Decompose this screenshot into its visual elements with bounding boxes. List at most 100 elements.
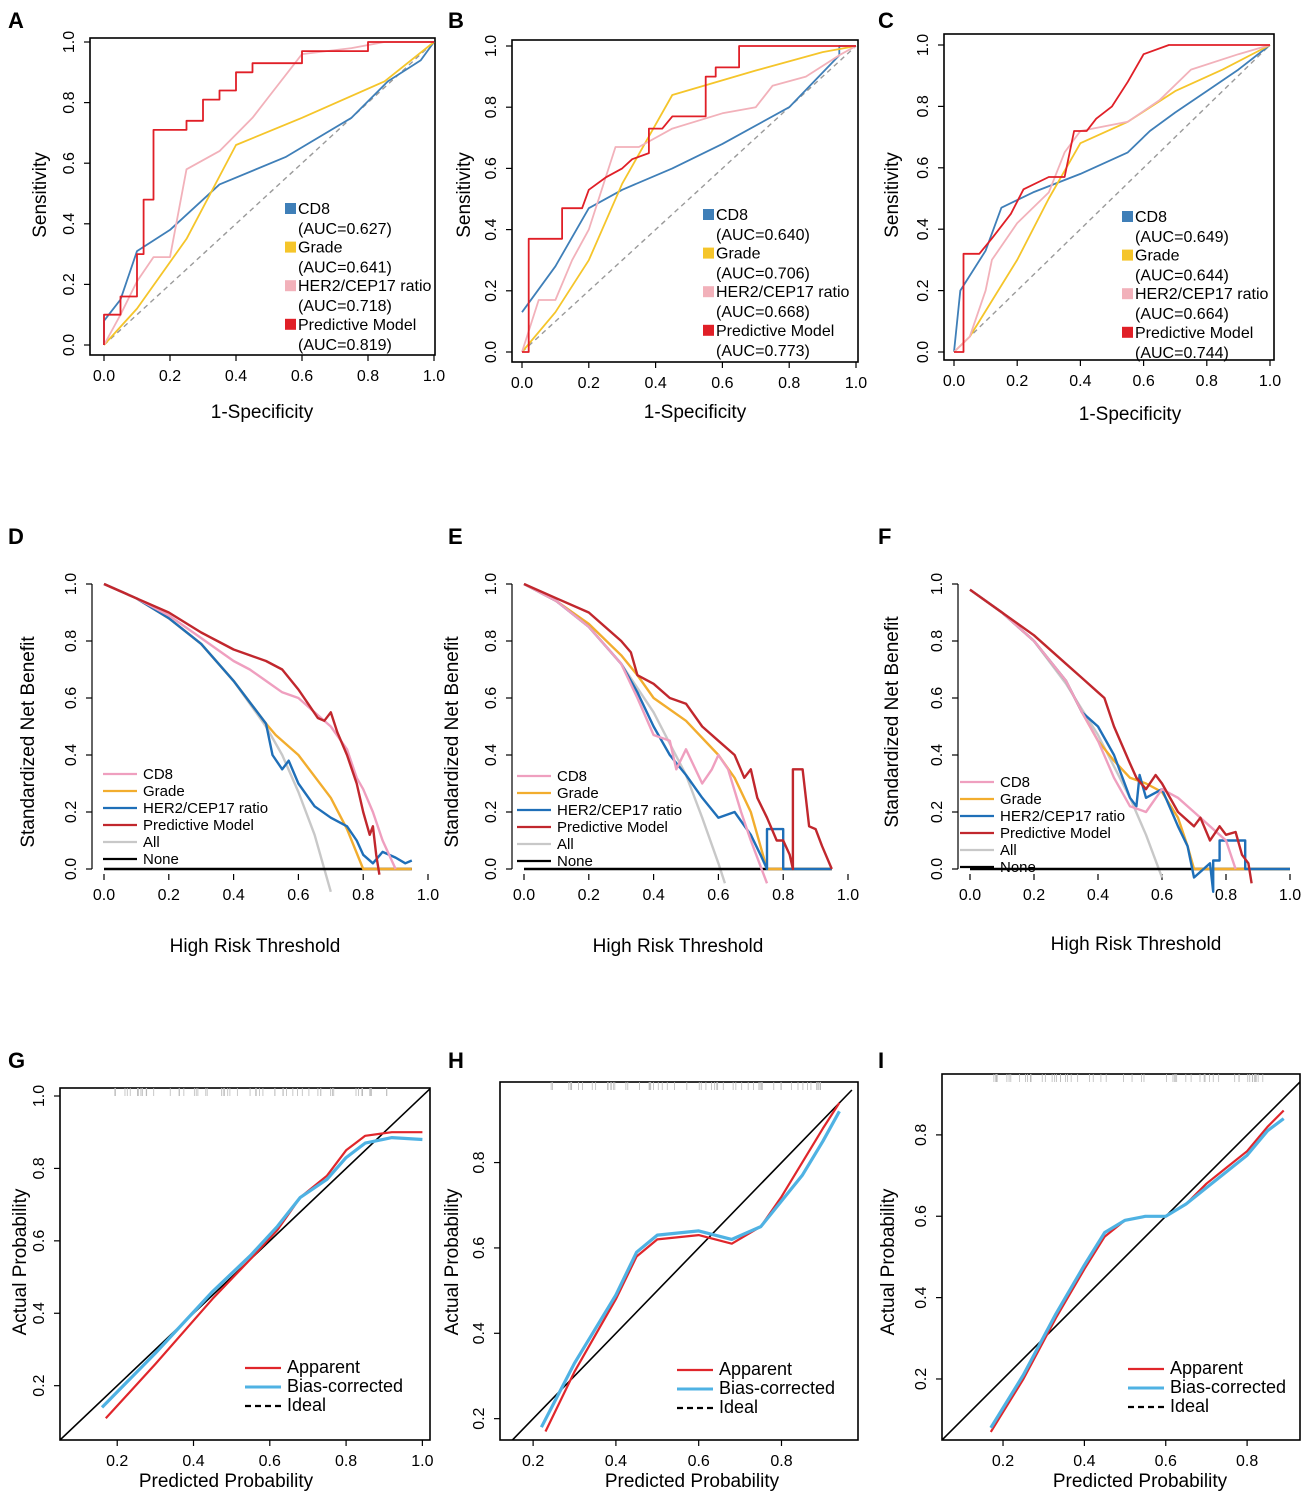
x-tick-label: 1.0: [411, 1453, 433, 1470]
plot-frame: [941, 1073, 1301, 1441]
legend-auc: (AUC=0.644): [1135, 268, 1229, 285]
legend-label: HER2/CEP17 ratio: [143, 800, 268, 817]
y-tick-label: 0.0: [483, 341, 500, 363]
x-tick-label: 0.0: [511, 375, 533, 392]
plot-frame: [89, 37, 436, 356]
legend-label: HER2/CEP17 ratio: [1000, 808, 1125, 825]
series-line-grade: [521, 45, 857, 353]
plot-frame: [511, 39, 859, 363]
series-layer: [511, 1089, 853, 1440]
x-tick-label: 0.6: [711, 375, 733, 392]
x-tick-label: 0.8: [357, 368, 379, 385]
panel-label-H: H: [448, 1048, 464, 1073]
legend-swatch-predictive-model: [285, 318, 296, 330]
series-line-all: [103, 582, 332, 893]
x-tick-label: 0.4: [222, 887, 244, 904]
x-tick-label: 0.4: [644, 375, 666, 392]
y-tick-label: 0.6: [31, 1230, 48, 1252]
legend-label: Grade: [143, 783, 185, 800]
legend-auc: (AUC=0.773): [716, 343, 810, 360]
x-tick-label: 0.2: [522, 1453, 544, 1470]
series-line-predictive-model: [522, 45, 856, 353]
x-axis-title: 1-Specificity: [1079, 404, 1182, 425]
panel-D: D High Risk Threshold Standardized Net Ben…: [8, 524, 439, 957]
legend-swatch-grade: [285, 241, 296, 253]
legend-auc: (AUC=0.641): [298, 260, 392, 277]
x-tick-label: 0.6: [259, 1453, 281, 1470]
legend-label: Ideal: [1170, 1396, 1209, 1416]
y-tick-label: 0.8: [913, 1124, 930, 1146]
y-axis-title: Standardized Net Benefit: [882, 616, 903, 828]
y-tick-label: 0.8: [471, 1151, 488, 1173]
legend-label: Predictive Model: [1135, 325, 1253, 342]
x-tick-label: 0.4: [225, 368, 247, 385]
y-tick-label: 0.0: [483, 858, 500, 880]
x-axis-title: Predicted Probability: [605, 1471, 780, 1492]
y-tick-label: 0.4: [63, 744, 80, 766]
panel-G: G Predicted Probability Actual Probability…: [8, 1048, 434, 1492]
legend-label: All: [557, 836, 574, 853]
y-tick-label: 0.8: [915, 95, 932, 117]
legend-label: Apparent: [287, 1357, 360, 1377]
x-tick-label: 0.4: [182, 1453, 204, 1470]
series-line-predictive-model: [954, 44, 1270, 353]
x-tick-label: 0.2: [1006, 373, 1028, 390]
x-tick-label: 0.2: [159, 368, 181, 385]
legend-label: HER2/CEP17 ratio: [716, 284, 849, 301]
legend-label: CD8: [716, 207, 748, 224]
x-axis-title: 1-Specificity: [211, 402, 314, 423]
legend-label: None: [557, 853, 593, 870]
x-tick-label: 0.8: [772, 887, 794, 904]
x-tick-label: 1.0: [845, 375, 867, 392]
legend-label: Predictive Model: [716, 323, 834, 340]
panel-label-E: E: [448, 524, 463, 549]
panel-label-G: G: [8, 1048, 25, 1073]
y-tick-label: 1.0: [929, 573, 946, 595]
x-tick-label: 0.6: [707, 887, 729, 904]
legend-label: Bias-corrected: [287, 1376, 403, 1396]
legend-label: HER2/CEP17 ratio: [557, 802, 682, 819]
y-tick-label: 0.0: [915, 341, 932, 363]
reference-diagonal: [521, 45, 857, 353]
series-line-grade: [103, 41, 435, 346]
y-tick-label: 0.0: [61, 334, 78, 356]
y-tick-label: 0.6: [915, 157, 932, 179]
legend: CD8 (AUC=0.627) Grade (AUC=0.641)HER2/CEP17…: [285, 201, 431, 354]
y-tick-label: 0.2: [31, 1374, 48, 1396]
legend-label: All: [143, 834, 160, 851]
y-tick-label: 0.0: [929, 858, 946, 880]
series-line-bias-corrected: [989, 1117, 1285, 1429]
legend-swatch-cd8: [285, 203, 296, 214]
legend-swatch-cd8: [703, 209, 714, 220]
y-tick-label: 0.2: [483, 801, 500, 823]
series-line-her2-cep17-ratio: [953, 44, 1271, 353]
series-line-predictive-model: [103, 41, 434, 345]
series-layer: [521, 45, 857, 353]
legend-label: Bias-corrected: [719, 1378, 835, 1398]
x-tick-label: 0.6: [688, 1453, 710, 1470]
series-layer: [60, 1088, 430, 1440]
legend-label: Apparent: [719, 1359, 792, 1379]
legend-auc: (AUC=0.706): [716, 266, 810, 283]
x-tick-label: 0.2: [992, 1453, 1014, 1470]
series-line-predictive-model: [103, 582, 381, 875]
legend-label: Apparent: [1170, 1358, 1243, 1378]
legend-label: All: [1000, 842, 1017, 859]
legend-label: None: [143, 851, 179, 868]
x-tick-label: 0.6: [1151, 887, 1173, 904]
y-tick-label: 0.2: [471, 1407, 488, 1429]
y-tick-label: 0.2: [929, 801, 946, 823]
legend-auc: (AUC=0.744): [1135, 345, 1229, 362]
y-tick-label: 0.4: [31, 1302, 48, 1324]
legend-swatch-cd8: [1122, 211, 1133, 222]
x-tick-label: 0.6: [1155, 1453, 1177, 1470]
legend-label: CD8: [557, 768, 587, 785]
plot-frame: [499, 1081, 859, 1441]
legend-label: Grade: [1000, 791, 1042, 808]
series-layer: [523, 582, 833, 884]
plot-frame: [59, 1087, 431, 1441]
x-tick-label: 0.8: [1215, 887, 1237, 904]
panel-H: H Predicted Probability Actual Probability…: [442, 1048, 859, 1492]
series-line-all: [523, 582, 727, 884]
